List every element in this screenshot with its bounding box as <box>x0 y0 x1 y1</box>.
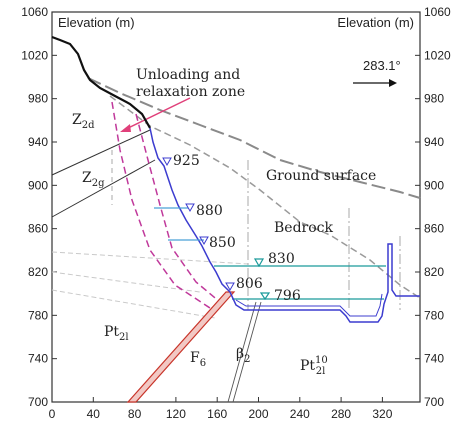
thin-dashed-line-1 <box>51 251 249 265</box>
berm-marker-880 <box>185 203 195 213</box>
x-tick-label: 0 <box>49 407 56 421</box>
ground-surface-label: Ground surface <box>266 168 376 184</box>
thin-dashed-line-3 <box>51 289 216 319</box>
elevation-label-925: 925 <box>173 153 200 169</box>
left-tick-label: 980 <box>28 92 48 106</box>
bearing-arrowhead <box>389 79 397 87</box>
left-tick-label: 820 <box>28 265 48 279</box>
left-tick-label: 700 <box>28 395 48 409</box>
water-marker-796 <box>259 292 271 301</box>
left-tick-label: 1060 <box>21 5 48 19</box>
ground-surface-line <box>87 77 421 199</box>
layer-z2g-label: Z2g <box>82 170 105 189</box>
fault-f6-label: F6 <box>190 350 206 369</box>
right-tick-label: 860 <box>424 222 444 236</box>
relaxation-zone-pointer <box>123 97 191 131</box>
left-tick-label: 1020 <box>21 48 48 62</box>
elevation-label-880: 880 <box>196 203 223 219</box>
left-tick-label: 940 <box>28 135 48 149</box>
right-elevation-axis: 700 740 780 820 860 900 940 980 1020 1060 <box>415 5 451 409</box>
left-tick-label: 740 <box>28 352 48 366</box>
right-tick-label: 740 <box>424 352 444 366</box>
fault-beta2-label: β2 <box>236 346 250 365</box>
x-tick-label: 200 <box>248 407 268 421</box>
water-marker-830 <box>253 258 265 268</box>
left-tick-label: 780 <box>28 308 48 322</box>
z2g-pt-boundary <box>51 159 156 218</box>
right-tick-label: 1060 <box>424 5 451 19</box>
elevation-label-806: 806 <box>236 276 263 292</box>
relaxation-zone-boundary-1 <box>111 101 211 309</box>
right-tick-label: 900 <box>424 178 444 192</box>
right-tick-label: 820 <box>424 265 444 279</box>
x-tick-label: 80 <box>128 407 142 421</box>
fault-beta2-line-2 <box>232 301 262 403</box>
bedrock-label: Bedrock <box>274 220 333 236</box>
layer-z2d-label: Z2d <box>72 112 95 131</box>
zone-label-line-1: Unloading and <box>136 67 240 83</box>
right-axis-title: Elevation (m) <box>337 15 414 30</box>
left-elevation-axis: 700 740 780 820 860 900 940 980 1020 1060 <box>21 5 57 409</box>
excavation-slope-profile <box>149 127 420 323</box>
elevation-label-830: 830 <box>268 251 295 267</box>
plot-frame <box>51 11 421 403</box>
relaxation-zone-arrowhead <box>120 124 131 132</box>
relaxation-zone-boundary-2 <box>135 113 221 303</box>
x-tick-label: 280 <box>331 407 351 421</box>
berm-marker-925 <box>162 157 172 167</box>
bearing-label: 283.1° <box>363 58 401 73</box>
right-tick-label: 780 <box>424 308 444 322</box>
x-tick-label: 120 <box>166 407 186 421</box>
fault-beta2-line-1 <box>227 301 257 403</box>
right-tick-label: 700 <box>424 395 444 409</box>
fault-f6 <box>126 291 236 403</box>
bedrock-line <box>109 95 421 299</box>
berm-marker-806 <box>225 282 235 292</box>
layer-pt2l-label: Pt2l <box>104 324 129 343</box>
elevation-label-796: 796 <box>274 288 301 304</box>
distance-axis: 0 40 80 120 160 200 240 280 320 <box>49 397 393 421</box>
berm-marker-850 <box>199 236 209 246</box>
x-tick-label: 40 <box>87 407 101 421</box>
x-tick-label: 160 <box>207 407 227 421</box>
x-tick-label: 320 <box>372 407 392 421</box>
left-axis-title: Elevation (m) <box>58 15 135 30</box>
left-tick-label: 860 <box>28 222 48 236</box>
right-tick-label: 940 <box>424 135 444 149</box>
left-tick-label: 900 <box>28 178 48 192</box>
zone-label-line-2: relaxation zone <box>136 84 245 100</box>
right-tick-label: 980 <box>424 92 444 106</box>
z2d-z2g-boundary <box>51 129 151 176</box>
thin-dashed-line-2 <box>51 271 201 293</box>
x-tick-label: 240 <box>290 407 310 421</box>
right-tick-label: 1020 <box>424 48 451 62</box>
original-terrain-line <box>51 35 151 129</box>
layer-pt2l10-label: Pt10 2l <box>300 355 328 377</box>
excavation-pool-outline <box>235 293 383 317</box>
elevation-label-850: 850 <box>209 235 236 251</box>
